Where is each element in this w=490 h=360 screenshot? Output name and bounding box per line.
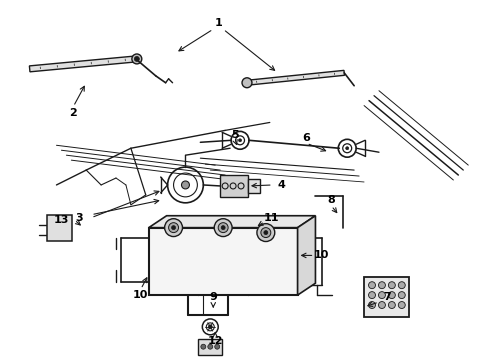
Circle shape: [398, 282, 405, 289]
Circle shape: [218, 223, 228, 233]
Polygon shape: [297, 216, 316, 295]
Text: 7: 7: [383, 292, 391, 302]
Text: 4: 4: [278, 180, 286, 190]
Text: 8: 8: [327, 195, 335, 205]
Circle shape: [257, 224, 275, 242]
Circle shape: [378, 292, 386, 298]
Circle shape: [389, 292, 395, 298]
Circle shape: [201, 344, 206, 349]
Text: 13: 13: [54, 215, 69, 225]
Circle shape: [368, 282, 375, 289]
Circle shape: [208, 344, 213, 349]
Circle shape: [181, 181, 190, 189]
Text: 12: 12: [207, 336, 223, 346]
Circle shape: [239, 139, 242, 142]
Circle shape: [132, 54, 142, 64]
Circle shape: [398, 292, 405, 298]
Polygon shape: [29, 56, 136, 72]
Polygon shape: [248, 179, 260, 193]
Text: 9: 9: [209, 292, 217, 302]
Text: 3: 3: [75, 213, 83, 223]
Circle shape: [398, 302, 405, 309]
Circle shape: [368, 302, 375, 309]
Text: 11: 11: [264, 213, 279, 223]
Text: 2: 2: [70, 108, 77, 117]
Polygon shape: [220, 175, 248, 197]
Circle shape: [264, 231, 268, 235]
Circle shape: [242, 78, 252, 88]
Circle shape: [389, 302, 395, 309]
Circle shape: [368, 292, 375, 298]
Text: 6: 6: [303, 133, 311, 143]
Circle shape: [134, 57, 139, 62]
Circle shape: [378, 302, 386, 309]
Circle shape: [389, 282, 395, 289]
Circle shape: [169, 223, 178, 233]
Circle shape: [378, 282, 386, 289]
Text: 5: 5: [231, 130, 239, 140]
Polygon shape: [47, 215, 73, 240]
Polygon shape: [149, 228, 297, 295]
Text: 10: 10: [133, 290, 148, 300]
Circle shape: [261, 228, 271, 238]
Text: 10: 10: [314, 251, 329, 260]
Polygon shape: [364, 277, 409, 317]
Circle shape: [221, 226, 225, 230]
Polygon shape: [198, 339, 222, 355]
Polygon shape: [247, 70, 344, 85]
Circle shape: [208, 325, 212, 329]
Text: 1: 1: [214, 18, 222, 28]
Circle shape: [215, 344, 220, 349]
Polygon shape: [149, 216, 316, 228]
Circle shape: [165, 219, 182, 237]
Circle shape: [172, 226, 175, 230]
Circle shape: [346, 147, 349, 150]
Circle shape: [214, 219, 232, 237]
